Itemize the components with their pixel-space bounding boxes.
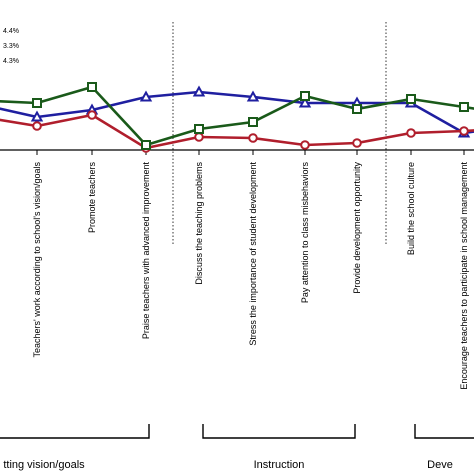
data-point [246,90,260,102]
data-point [192,85,206,97]
data-point [406,128,416,138]
x-tick-label: Encourage teachers to participate in sch… [459,162,469,390]
group-bracket [0,424,150,439]
data-point [406,94,416,104]
x-tick-labels: Teachers' work according to school's vis… [32,162,469,390]
group-bracket [414,424,474,439]
x-tick-label: Provide development opportunity [352,162,362,294]
x-tick-label: Discuss the teaching problems [194,162,204,285]
x-tick-label: Pay attention to class misbehaviors [300,162,310,304]
data-point [32,98,42,108]
legend-entry: 4.4% [3,28,19,35]
x-tick-label: Stress the importance of student develop… [248,162,258,346]
group-brackets: tting vision/goals Instruction Deve [0,424,474,471]
x-tick-label: Promote teachers [87,162,97,234]
data-point [459,126,469,136]
data-point [300,140,310,150]
group-label: Deve [427,459,453,471]
x-tick-label: Praise teachers with advanced improvemen… [141,162,151,340]
data-point [141,140,151,150]
data-point [87,82,97,92]
x-tick-label: Teachers' work according to school's vis… [32,162,42,358]
legend: 4.4% 3.3% 4.3% [3,28,19,65]
data-point [248,133,258,143]
data-point [298,96,312,108]
data-point [300,91,310,101]
series-markers [30,82,471,153]
data-point [459,102,469,112]
data-point [352,138,362,148]
data-point [30,110,44,122]
data-point [139,90,153,102]
series-line-1 [0,90,474,135]
data-point [194,124,204,134]
data-point [248,117,258,127]
x-tick-label: Build the school culture [406,162,416,255]
group-bracket [202,424,356,439]
data-point [32,121,42,131]
legend-entry: 3.3% [3,43,19,50]
legend-entry: 4.3% [3,58,19,65]
data-point [194,132,204,142]
group-dividers [172,22,387,245]
series-lines [0,85,474,150]
series-line-2 [0,113,474,150]
group-label: tting vision/goals [3,459,85,471]
x-axis-ticks [36,150,465,155]
data-point [352,104,362,114]
data-point [87,110,97,120]
group-label: Instruction [254,459,305,471]
